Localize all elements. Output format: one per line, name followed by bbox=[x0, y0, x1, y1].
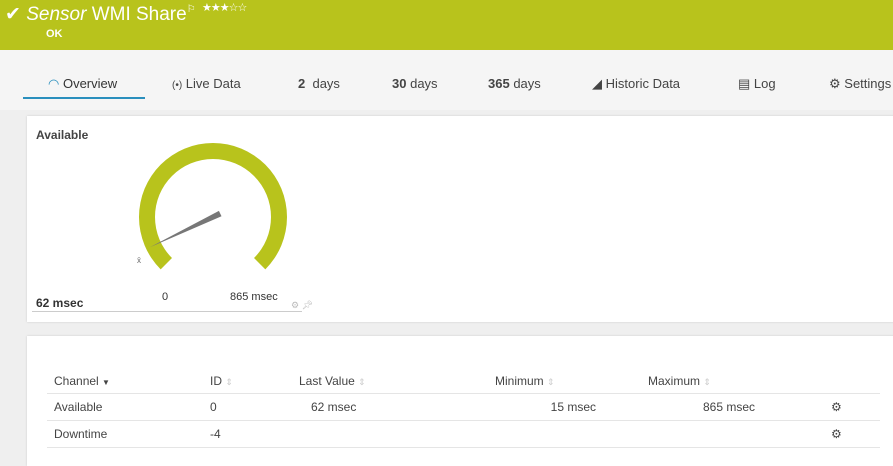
sort-desc-icon: ▼ bbox=[102, 378, 110, 388]
gauge-icon: ◠ bbox=[48, 76, 60, 91]
gear-icon: ⚙ bbox=[829, 76, 841, 91]
sort-icon: ⇕ bbox=[225, 377, 233, 388]
sort-icon: ⇕ bbox=[358, 377, 366, 388]
col-id[interactable]: ID ⇕ bbox=[203, 370, 292, 394]
tab-bar: ◠ Overview (•) Live Data 2 days 30 days … bbox=[0, 50, 893, 110]
col-maximum[interactable]: Maximum ⇕ bbox=[641, 370, 781, 394]
sort-icon: ⇕ bbox=[703, 377, 711, 388]
gauge-card: Available x̄ 62 msec 0 865 msec ⚙ 📌︎ bbox=[27, 116, 893, 322]
channel-settings-icon[interactable]: ⚙ bbox=[781, 393, 880, 421]
tab-settings[interactable]: ⚙ Settings bbox=[829, 76, 892, 91]
tab-live-data[interactable]: (•) Live Data bbox=[172, 76, 241, 91]
tab-365-days[interactable]: 365 days bbox=[488, 76, 541, 91]
gauge-arc bbox=[139, 143, 287, 270]
log-icon: ▤ bbox=[738, 76, 751, 91]
table-row[interactable]: Available 0 62 msec 15 msec 865 msec ⚙ bbox=[47, 393, 880, 421]
tab-overview[interactable]: ◠ Overview bbox=[48, 76, 118, 91]
gear-icon[interactable]: ⚙ bbox=[291, 300, 300, 310]
gauge: x̄ bbox=[137, 143, 287, 270]
average-marker: x̄ bbox=[137, 256, 141, 265]
sensor-header: ✔ Sensor WMI Share⚐ ★★★☆☆ OK bbox=[0, 0, 893, 50]
check-icon: ✔ bbox=[5, 4, 21, 25]
gauge-value: 62 msec bbox=[36, 296, 84, 310]
sensor-title: ✔ Sensor WMI Share⚐ bbox=[5, 4, 196, 25]
col-last-value[interactable]: Last Value ⇕ bbox=[292, 370, 488, 394]
tab-2-days[interactable]: 2 days bbox=[298, 76, 340, 91]
table-row[interactable]: Downtime -4 ⚙ bbox=[47, 420, 880, 448]
priority-stars[interactable]: ★★★☆☆ bbox=[202, 2, 247, 14]
table-header: Channel ▼ ID ⇕ Last Value ⇕ Minimum ⇕ Ma… bbox=[47, 370, 880, 394]
sort-icon: ⇕ bbox=[547, 377, 555, 388]
status-text: OK bbox=[46, 28, 63, 40]
pin-icon[interactable]: 📌︎ bbox=[301, 300, 314, 310]
gauge-needle bbox=[149, 210, 222, 248]
gauge-max: 865 msec bbox=[230, 291, 278, 303]
tab-log[interactable]: ▤ Log bbox=[738, 76, 776, 91]
flag-icon[interactable]: ⚐ bbox=[186, 4, 196, 15]
tab-historic-data[interactable]: ◢ Historic Data bbox=[592, 76, 681, 91]
active-tab-indicator bbox=[23, 97, 145, 99]
channel-table: Channel ▼ ID ⇕ Last Value ⇕ Minimum ⇕ Ma… bbox=[47, 370, 880, 448]
channel-settings-icon[interactable]: ⚙ bbox=[781, 420, 880, 448]
gauge-min: 0 bbox=[162, 291, 169, 303]
live-icon: (•) bbox=[172, 80, 183, 91]
tab-30-days[interactable]: 30 days bbox=[392, 76, 438, 91]
col-channel[interactable]: Channel ▼ bbox=[47, 370, 203, 394]
col-minimum[interactable]: Minimum ⇕ bbox=[488, 370, 641, 394]
divider bbox=[32, 311, 302, 312]
chart-icon: ◢ bbox=[592, 76, 602, 91]
gauge-title: Available bbox=[36, 128, 89, 142]
